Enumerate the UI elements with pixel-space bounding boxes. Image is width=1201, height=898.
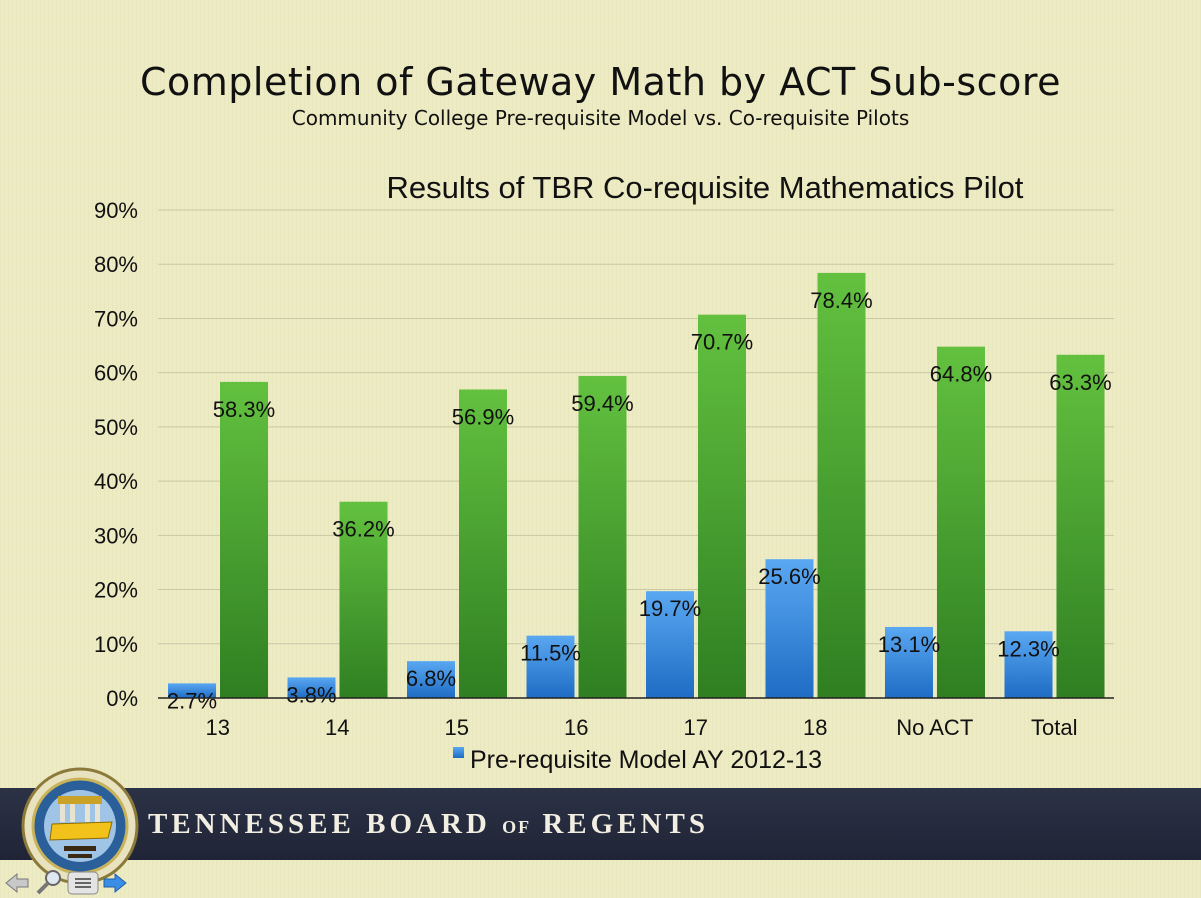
y-tick-label: 0% (106, 686, 138, 711)
y-tick-label: 70% (94, 306, 138, 331)
data-label-prerequisite: 19.7% (639, 596, 701, 621)
bar-corequisite (578, 375, 627, 698)
bar-prerequisite (526, 635, 575, 698)
data-label-prerequisite: 11.5% (520, 641, 581, 666)
bar-prerequisite (1004, 631, 1053, 698)
legend: Pre-requisite Model AY 2012-13 (453, 746, 822, 774)
data-label-prerequisite: 12.3% (997, 636, 1059, 661)
data-label-corequisite: 63.3% (1049, 370, 1111, 395)
y-tick-label: 50% (94, 415, 138, 440)
bar-prerequisite (407, 661, 455, 698)
x-tick-label: 16 (564, 715, 588, 740)
arrow-right-icon[interactable] (102, 872, 128, 894)
x-tick-label: 15 (445, 715, 469, 740)
slide-title: Completion of Gateway Math by ACT Sub-sc… (140, 60, 1061, 104)
data-label-corequisite: 58.3% (213, 397, 275, 422)
x-tick-label: 17 (684, 715, 708, 740)
bar-corequisite (339, 501, 388, 698)
tbr-seal-icon (21, 767, 139, 885)
bar-corequisite (220, 381, 268, 698)
x-tick-label: No ACT (896, 715, 973, 740)
y-tick-label: 10% (94, 632, 138, 657)
y-tick-label: 30% (94, 523, 138, 548)
brand-part1: TENNESSEE BOARD (148, 808, 491, 840)
x-tick-label: 18 (803, 715, 827, 740)
brand-part2: REGENTS (542, 808, 709, 840)
brand-of: OF (502, 817, 532, 837)
data-label-corequisite: 78.4% (810, 288, 872, 313)
bar-prerequisite (646, 591, 694, 698)
footer-band (0, 788, 1201, 860)
data-label-corequisite: 70.7% (691, 330, 753, 355)
y-tick-label: 20% (94, 578, 138, 603)
x-tick-label: 13 (206, 715, 230, 740)
bar-corequisite (1056, 354, 1105, 698)
bar-corequisite (937, 346, 985, 698)
bar-prerequisite (287, 677, 336, 698)
bar-prerequisite (885, 626, 933, 698)
data-label-corequisite: 36.2% (332, 517, 394, 542)
bar-corequisite (459, 389, 507, 698)
arrow-left-icon[interactable] (4, 872, 30, 894)
bar-corequisite (698, 314, 746, 698)
y-tick-label: 80% (94, 252, 138, 277)
data-label-prerequisite: 25.6% (758, 564, 820, 589)
slide-subtitle: Community College Pre-requisite Model vs… (291, 106, 910, 130)
y-tick-label: 40% (94, 469, 138, 494)
chart-title: Results of TBR Co-requisite Mathematics … (387, 170, 1024, 205)
brand-wordmark: TENNESSEE BOARD OF REGENTS (148, 808, 709, 841)
bar-chart: Results of TBR Co-requisite Mathematics … (94, 170, 1114, 774)
bar-corequisite (817, 272, 866, 698)
menu-icon[interactable] (66, 870, 100, 896)
data-label-prerequisite: 2.7% (167, 688, 217, 713)
legend-label-pre: Pre-requisite Model AY 2012-13 (470, 746, 822, 774)
data-label-prerequisite: 13.1% (878, 632, 940, 657)
bar-prerequisite (168, 683, 216, 698)
y-tick-label: 60% (94, 361, 138, 386)
bar-prerequisite (765, 559, 814, 698)
data-label-corequisite: 64.8% (930, 362, 992, 387)
data-label-prerequisite: 3.8% (286, 682, 336, 707)
magnifier-icon[interactable] (34, 868, 64, 896)
data-label-corequisite: 56.9% (452, 404, 514, 429)
x-tick-label: 14 (325, 715, 349, 740)
data-label-corequisite: 59.4% (571, 391, 633, 416)
legend-swatch-pre (453, 747, 464, 758)
data-label-prerequisite: 6.8% (406, 666, 456, 691)
x-tick-label: Total (1031, 715, 1077, 740)
y-tick-label: 90% (94, 198, 138, 223)
